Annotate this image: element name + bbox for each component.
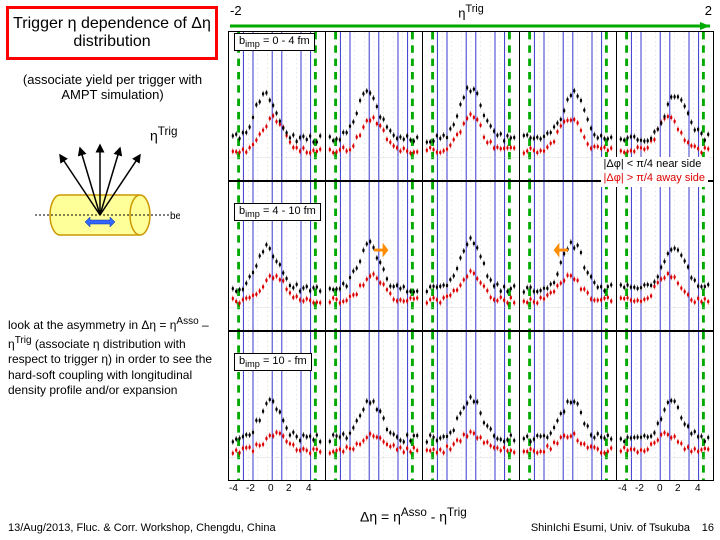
axis-top-right: 2 xyxy=(705,3,712,18)
row-label-0: bimp = 0 - 4 fm xyxy=(234,33,315,51)
row-label-1: bimp = 4 - 10 fm xyxy=(234,203,321,221)
panel-1-1 xyxy=(326,181,423,331)
panel-2-1 xyxy=(326,331,423,481)
subtitle: (associate yield per trigger with AMPT s… xyxy=(10,72,215,102)
plot-area: -2 ηTrig 2 bimp = 0 - 4 fm bimp = 4 - 10… xyxy=(228,3,714,510)
legend-near: |Δφ| < π/4 near side xyxy=(604,158,705,172)
description-paragraph: look at the asymmetry in Δη = ηAsso – ηT… xyxy=(8,315,218,399)
panel-1-2 xyxy=(423,181,520,331)
panel-1-4 xyxy=(617,181,714,331)
panel-2-2 xyxy=(423,331,520,481)
title-text: Trigger η dependence of Δη distribution xyxy=(13,15,211,50)
panel-2-4 xyxy=(617,331,714,481)
panel-1-3 xyxy=(520,181,617,331)
top-axis-arrow xyxy=(228,21,714,31)
footer-left: 13/Aug/2013, Fluc. & Corr. Workshop, Che… xyxy=(8,522,276,534)
svg-text:beam: beam xyxy=(170,211,180,222)
panel-0-1 xyxy=(326,31,423,181)
page-number: 16 xyxy=(702,522,714,534)
legend-away: |Δφ| > π/4 away side xyxy=(604,172,705,186)
legend: |Δφ| < π/4 near side |Δφ| > π/4 away sid… xyxy=(601,157,708,187)
detector-diagram: beam xyxy=(30,140,180,240)
panel-0-0 xyxy=(228,31,326,181)
axis-top-center: ηTrig xyxy=(458,3,483,20)
row-label-2: bimp = 10 - fm xyxy=(234,353,312,371)
bottom-formula: Δη = ηAsso - ηTrig xyxy=(360,506,467,525)
axis-top-left: -2 xyxy=(230,3,242,18)
panel-2-3 xyxy=(520,331,617,481)
title-box: Trigger η dependence of Δη distribution xyxy=(6,6,218,60)
footer-right: ShinIchi Esumi, Univ. of Tsukuba xyxy=(531,522,690,534)
panel-0-2 xyxy=(423,31,520,181)
top-axis: -2 ηTrig 2 xyxy=(228,3,714,23)
